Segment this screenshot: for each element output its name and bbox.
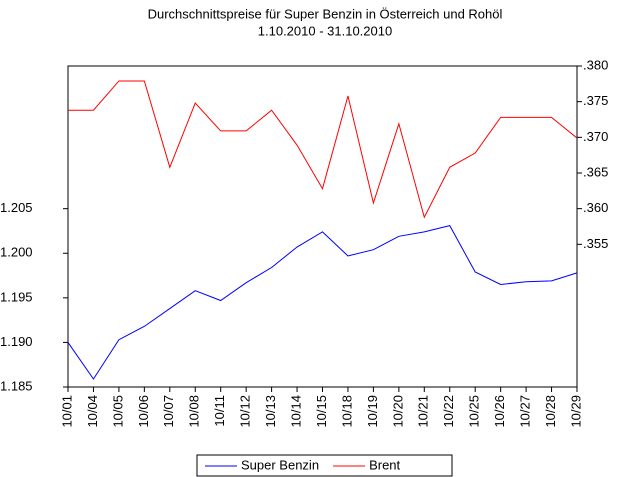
x-tick-label: 10/21 <box>416 395 431 428</box>
y2-tick-label: .370 <box>583 129 608 144</box>
y2-tick-label: .360 <box>583 200 608 215</box>
y-tick-label: 1.190 <box>0 334 33 349</box>
x-tick-label: 10/14 <box>288 395 303 428</box>
x-tick-label: 10/15 <box>314 395 329 428</box>
x-tick-label: 10/06 <box>136 395 151 428</box>
x-tick-label: 10/26 <box>492 395 507 428</box>
chart-subtitle: 1.10.2010 - 31.10.2010 <box>258 23 392 38</box>
x-tick-label: 10/07 <box>161 395 176 428</box>
x-tick-label: 10/25 <box>467 395 482 428</box>
y2-tick-label: .380 <box>583 57 608 72</box>
y-tick-label: 1.195 <box>0 289 33 304</box>
series-line <box>68 80 578 219</box>
series-line <box>67 225 578 380</box>
x-tick-label: 10/08 <box>187 395 202 428</box>
x-tick-label: 10/13 <box>263 395 278 428</box>
y2-tick-label: .355 <box>583 236 608 251</box>
x-tick-label: 10/04 <box>85 395 100 428</box>
x-tick-label: 10/22 <box>441 395 456 428</box>
x-tick-label: 10/27 <box>518 395 533 428</box>
legend-label: Super Benzin <box>241 457 319 472</box>
legend-label: Brent <box>369 457 400 472</box>
x-tick-label: 10/29 <box>568 395 583 428</box>
y2-tick-label: .365 <box>583 164 608 179</box>
x-tick-label: 10/20 <box>390 395 405 428</box>
y-tick-label: 1.205 <box>0 200 33 215</box>
y-tick-label: 1.185 <box>0 378 33 393</box>
y-tick-label: 1.200 <box>0 245 33 260</box>
x-tick-label: 10/12 <box>238 395 253 428</box>
x-tick-label: 10/18 <box>339 395 354 428</box>
x-tick-label: 10/05 <box>110 395 125 428</box>
chart-title: Durchschnittspreise für Super Benzin in … <box>148 6 503 21</box>
x-tick-label: 10/01 <box>59 395 74 428</box>
y2-tick-label: .375 <box>583 93 608 108</box>
legend-box <box>196 454 453 477</box>
x-tick-label: 10/19 <box>365 395 380 428</box>
x-tick-label: 10/28 <box>543 395 558 428</box>
x-tick-label: 10/11 <box>212 395 227 427</box>
